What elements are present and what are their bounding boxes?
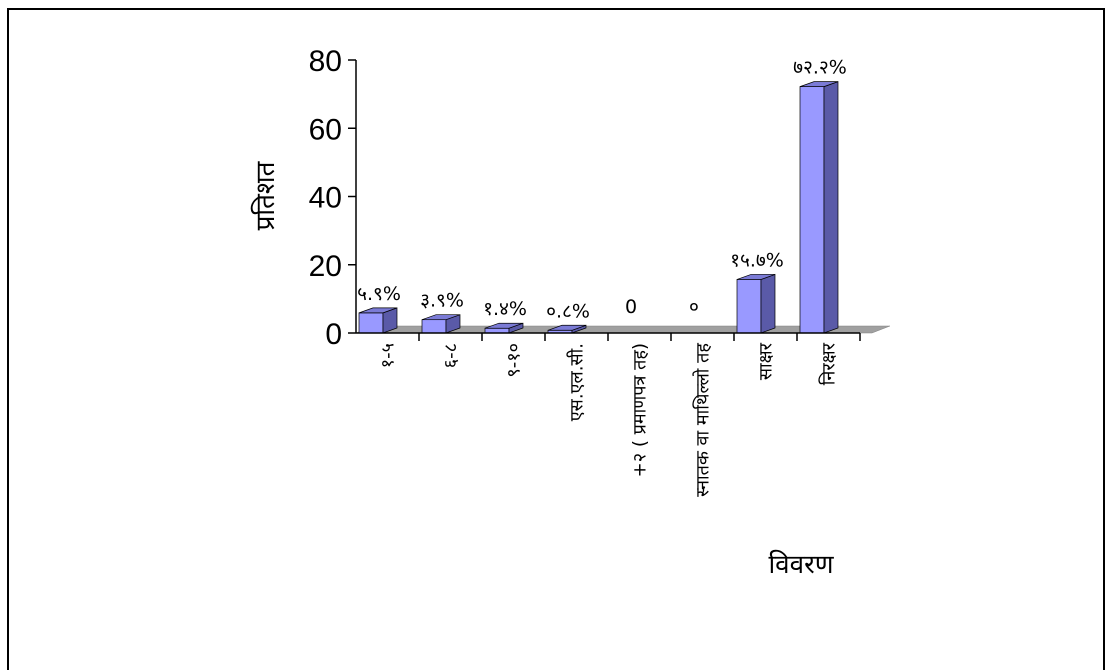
- data-label: ५.९%: [357, 283, 401, 305]
- bar: [484, 322, 524, 334]
- bar: [799, 81, 839, 334]
- data-label: १.४%: [483, 298, 527, 320]
- data-label: ०.८%: [546, 300, 590, 322]
- y-tick-label: 40: [309, 182, 342, 215]
- bar-front: [799, 86, 825, 334]
- bar: [358, 307, 398, 334]
- bar-top: [358, 307, 398, 314]
- x-tick-label: १-५: [378, 343, 399, 368]
- bar-side: [760, 273, 776, 334]
- bar-top: [736, 274, 776, 280]
- y-tick-label: 20: [309, 250, 342, 283]
- bar-top: [484, 322, 524, 329]
- x-tick-label: स्नातक वा माथिल्लो तह: [692, 343, 714, 497]
- y-axis-label: प्रतिशत: [250, 160, 281, 230]
- data-label: ७२.२%: [793, 57, 847, 79]
- bar-side: [823, 81, 839, 334]
- x-tick-label: एस.एल.सी.: [566, 343, 588, 421]
- data-label: ०: [689, 296, 699, 318]
- y-tick-label: 60: [309, 113, 342, 146]
- x-tick-label: निरक्षर: [818, 342, 840, 385]
- bar: [421, 314, 461, 334]
- x-tick-label: साक्षर: [756, 342, 777, 380]
- x-axis-label: विवरण: [768, 549, 834, 580]
- x-tick-label: +२ ( प्रमाणपत्र तह): [630, 343, 651, 477]
- bar-front: [421, 319, 447, 334]
- bar-front: [358, 312, 384, 334]
- x-tick-label: ९-१०: [504, 343, 525, 378]
- data-label: 0: [625, 296, 637, 318]
- bar-top: [799, 81, 839, 87]
- x-tick-label: ६-८: [441, 343, 462, 368]
- y-tick-label: 80: [309, 45, 342, 78]
- data-label: ३.९%: [420, 290, 464, 312]
- bar-front: [736, 279, 762, 334]
- bar-top: [421, 314, 461, 321]
- data-label: १५.७%: [730, 249, 784, 271]
- bar-top: [547, 324, 587, 331]
- chart-frame: [7, 8, 1105, 670]
- y-tick-label: 0: [325, 318, 342, 351]
- bar: [736, 273, 776, 334]
